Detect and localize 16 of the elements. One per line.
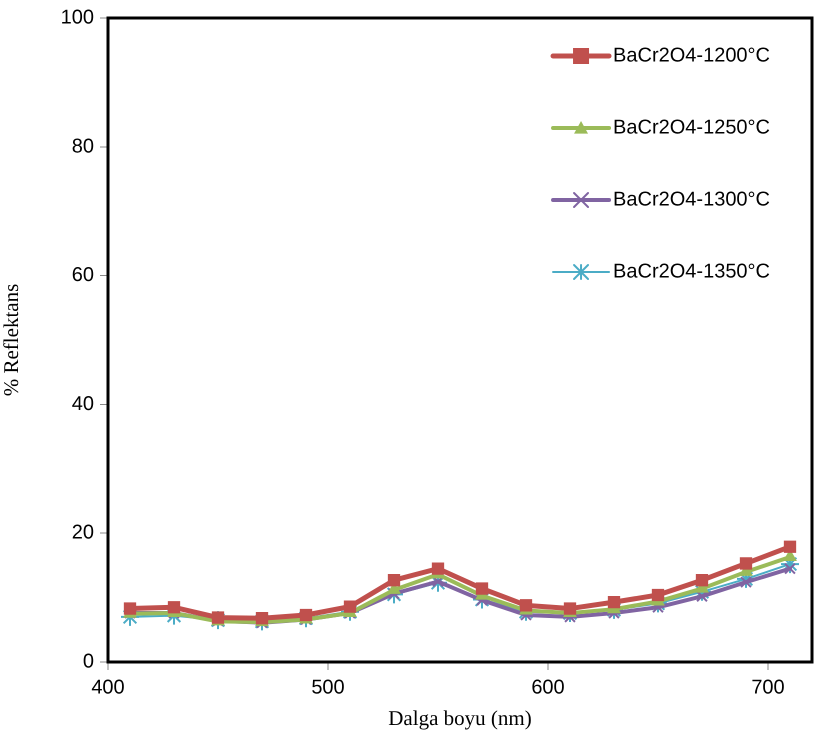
y-tick-label: 80 [72,135,94,158]
legend-label: BaCr2O4-1350°C [613,260,770,283]
x-tick-label: 700 [751,676,785,699]
x-tick-label: 400 [91,676,125,699]
legend-label: BaCr2O4-1200°C [613,44,770,67]
legend-label: BaCr2O4-1300°C [613,188,770,211]
x-axis-title: Dalga boyu (nm) [388,706,532,730]
y-axis-title: % Reflektans [0,284,24,396]
y-tick-label: 0 [82,650,94,673]
y-tick-label: 20 [72,522,94,544]
x-tick-label: 500 [311,676,345,699]
y-tick-label: 40 [72,392,94,415]
y-tick-label: 100 [60,6,94,29]
legend-label: BaCr2O4-1250°C [613,116,770,139]
y-tick-label: 60 [72,264,94,286]
x-tick-label: 600 [531,676,565,699]
